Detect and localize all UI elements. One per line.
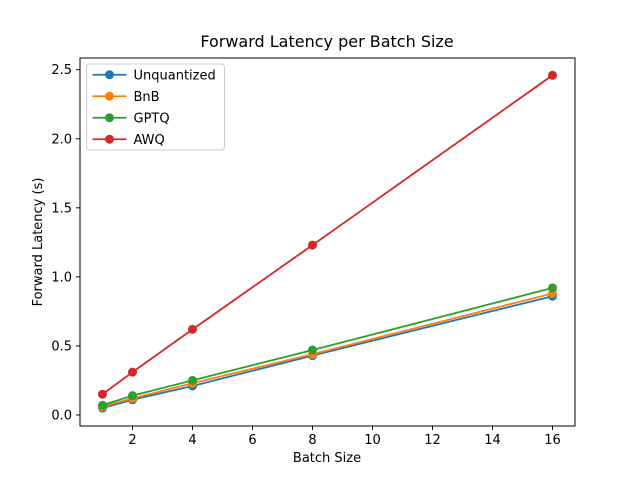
legend-label-bnb: BnB — [134, 90, 160, 105]
x-axis-label: Batch Size — [293, 451, 361, 466]
legend-label-gptq: GPTQ — [134, 111, 170, 126]
x-tick-label-14: 14 — [484, 433, 501, 448]
x-tick-label-2: 2 — [128, 433, 136, 448]
x-tick-label-10: 10 — [364, 433, 381, 448]
data-point-awq-x16 — [548, 70, 557, 80]
data-point-awq-x1 — [98, 389, 107, 399]
x-tick-label-12: 12 — [424, 433, 441, 448]
data-point-gptq-x2 — [128, 391, 137, 401]
y-axis-label: Forward Latency (s) — [31, 178, 46, 307]
x-tick-label-6: 6 — [248, 433, 256, 448]
y-tick-label-2.0: 2.0 — [51, 132, 72, 147]
plot-border — [79, 57, 576, 427]
x-tick-label-8: 8 — [308, 433, 316, 448]
data-point-awq-x4 — [188, 324, 197, 334]
legend-marker-bnb — [105, 91, 114, 101]
data-point-gptq-x8 — [308, 345, 317, 355]
data-point-awq-x2 — [128, 367, 137, 377]
series-line-bnb — [102, 292, 553, 408]
chart-title: Forward Latency per Batch Size — [200, 32, 453, 51]
legend-marker-gptq — [105, 113, 114, 123]
data-point-gptq-x1 — [98, 400, 107, 410]
y-tick-label-0.0: 0.0 — [51, 408, 72, 423]
series-line-gptq — [102, 287, 553, 407]
y-tick-label-1.5: 1.5 — [51, 201, 72, 216]
legend-marker-unquantized — [105, 70, 114, 80]
x-tick-label-4: 4 — [188, 433, 196, 448]
legend-label-unquantized: Unquantized — [134, 68, 216, 83]
legend-marker-awq — [105, 134, 114, 144]
y-tick-label-2.5: 2.5 — [51, 63, 72, 78]
data-point-awq-x8 — [308, 240, 317, 250]
data-point-gptq-x4 — [188, 375, 197, 385]
legend-label-awq: AWQ — [134, 133, 165, 148]
y-tick-label-0.5: 0.5 — [51, 339, 72, 354]
x-tick-label-16: 16 — [544, 433, 561, 448]
y-tick-label-1.0: 1.0 — [51, 270, 72, 285]
legend-box — [86, 63, 225, 151]
series-line-unquantized — [102, 295, 553, 409]
data-point-gptq-x16 — [548, 283, 557, 293]
